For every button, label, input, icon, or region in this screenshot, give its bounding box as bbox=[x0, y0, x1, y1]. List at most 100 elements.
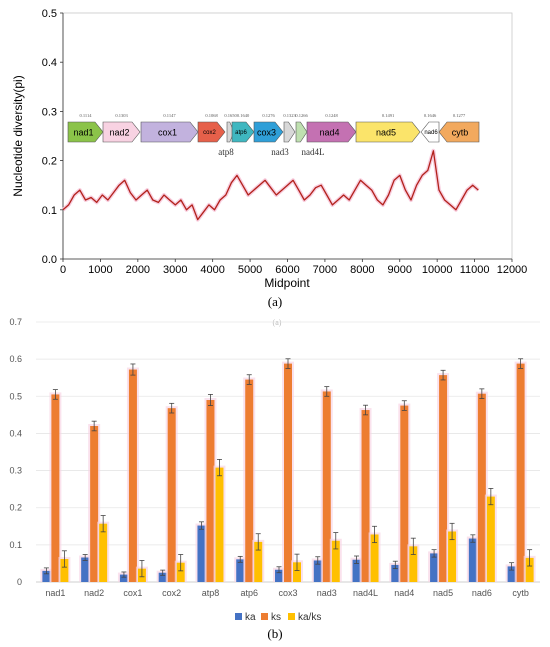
gene-pi-nad2: 0.1303 bbox=[115, 113, 128, 118]
y-tick-label-b: 0.3 bbox=[9, 466, 22, 476]
gene-pi-cytb: 0.1277 bbox=[453, 113, 466, 118]
gene-pi-nad1: 0.1114 bbox=[79, 113, 92, 118]
x-tick-label-b: nad5 bbox=[433, 588, 453, 598]
bar-ka-nad2 bbox=[81, 557, 90, 582]
x-tick-label-a: 2000 bbox=[126, 264, 150, 276]
bar-ks-atp6 bbox=[245, 379, 254, 582]
y-tick-label-a: 0.0 bbox=[42, 254, 57, 266]
bar-ks-nad4L bbox=[361, 410, 370, 582]
x-tick-label-b: cox2 bbox=[162, 588, 181, 598]
bar-ka/ks-nad4 bbox=[409, 546, 418, 582]
gene-label-nad3: nad3 bbox=[271, 147, 289, 157]
bar-ka/ks-cytb bbox=[525, 557, 534, 582]
x-tick-label-b: nad4 bbox=[394, 588, 414, 598]
diversity-line bbox=[62, 150, 479, 221]
gene-pi-nad3: 0.1323 bbox=[283, 113, 296, 118]
panel-label-b: (b) bbox=[267, 626, 282, 641]
gene-arrow-nad4L bbox=[295, 121, 308, 143]
gene-arrow-nad5 bbox=[355, 121, 421, 143]
bar-ks-cox2 bbox=[167, 408, 176, 582]
gene-arrow-cytb bbox=[438, 121, 480, 143]
gene-arrow-nad2 bbox=[102, 121, 141, 143]
bar-ka/ks-cox2 bbox=[176, 562, 185, 582]
bar-ks-cytb bbox=[516, 363, 525, 582]
gene-label-cox1: cox1 bbox=[158, 128, 177, 138]
x-tick-label-a: 6000 bbox=[275, 264, 299, 276]
legend-label-ka: ka bbox=[245, 612, 256, 623]
bar-ka-cox2 bbox=[158, 572, 167, 582]
bar-ks-nad3 bbox=[322, 391, 331, 582]
bar-ka/ks-atp6 bbox=[254, 541, 263, 582]
y-tick-label-b: 0.4 bbox=[9, 428, 22, 438]
y-tick-label-a: 0.3 bbox=[42, 106, 57, 118]
gene-pi-atp6: 0.1640 bbox=[237, 113, 250, 118]
legend-label-ks: ks bbox=[271, 612, 281, 623]
diversity-line-group bbox=[61, 148, 480, 222]
x-tick-label-a: 1000 bbox=[88, 264, 112, 276]
y-tick-label-b: 0.7 bbox=[9, 317, 22, 327]
gene-pi-nad5: 0.1491 bbox=[382, 113, 394, 118]
legend-label-ka/ks: ka/ks bbox=[298, 612, 321, 623]
gene-arrow-nad1 bbox=[67, 121, 104, 143]
x-tick-label-a: 12000 bbox=[497, 264, 528, 276]
x-tick-label-a: 5000 bbox=[238, 264, 262, 276]
y-ticks-b: 0 0.1 0.2 0.3 0.4 0.5 0.6 0.7 bbox=[9, 317, 22, 587]
gene-label-nad6: nad6 bbox=[424, 130, 438, 136]
bar-ka/ks-nad4L bbox=[370, 534, 379, 582]
gene-map: 0.1114 nad1 0.1303 nad2 0.1147 cox1 0.1068 cox2… bbox=[67, 113, 480, 157]
bar-ka/ks-nad2 bbox=[99, 523, 108, 582]
bar-ka-nad4 bbox=[391, 564, 400, 582]
gene-pi-cox1: 0.1147 bbox=[163, 113, 176, 118]
x-tick-label-a: 11000 bbox=[460, 264, 490, 276]
gene-label-cytb: cytb bbox=[452, 128, 469, 138]
legend-swatch-ka bbox=[235, 613, 242, 620]
gene-label-atp6: atp6 bbox=[235, 130, 247, 136]
bar-ka-cytb bbox=[507, 566, 516, 582]
bar-ks-cox3 bbox=[284, 363, 292, 582]
bar-ks-nad1 bbox=[51, 394, 60, 582]
gene-pi-cox3: 0.1276 bbox=[262, 113, 275, 118]
gene-arrow-cox1 bbox=[140, 121, 199, 143]
x-tick-label-b: nad2 bbox=[84, 588, 104, 598]
bar-ka/ks-nad5 bbox=[448, 531, 457, 582]
x-tick-label-a: 3000 bbox=[163, 264, 187, 276]
gene-label-cox3: cox3 bbox=[257, 128, 276, 138]
x-tick-label-a: 4000 bbox=[200, 264, 224, 276]
bar-ka-nad5 bbox=[430, 553, 439, 582]
gene-label-atp8: atp8 bbox=[218, 147, 234, 157]
x-tick-label-a: 10000 bbox=[422, 264, 453, 276]
bar-ka-cox3 bbox=[275, 569, 283, 582]
bar-ks-cox1 bbox=[128, 369, 137, 582]
x-tick-label-b: nad6 bbox=[472, 588, 492, 598]
gene-arrow-atp6 bbox=[231, 121, 255, 143]
x-tick-label-b: cox3 bbox=[278, 588, 297, 598]
x-tick-label-b: atp6 bbox=[240, 588, 258, 598]
x-tick-label-b: nad1 bbox=[45, 588, 65, 598]
gene-label-nad5: nad5 bbox=[376, 128, 396, 138]
gene-label-nad4L: nad4L bbox=[302, 147, 325, 157]
x-tick-label-b: atp8 bbox=[202, 588, 220, 598]
bar-ka/ks-atp8 bbox=[215, 467, 224, 582]
bar-ks-atp8 bbox=[206, 400, 215, 582]
x-tick-label-a: 7000 bbox=[313, 264, 337, 276]
x-tick-label-a: 9000 bbox=[388, 264, 412, 276]
y-tick-label-a: 0.4 bbox=[42, 57, 57, 69]
y-tick-label-a: 0.5 bbox=[42, 8, 57, 20]
bar-ka-nad4L bbox=[352, 559, 361, 582]
gene-label-nad2: nad2 bbox=[109, 128, 129, 138]
gene-arrow-cox3 bbox=[253, 121, 284, 143]
bar-ka-nad6 bbox=[468, 538, 477, 582]
gene-pi-cox2: 0.1068 bbox=[205, 113, 218, 118]
x-ticks-b: nad1 nad2 cox1 cox2 atp8 atp6 cox3 nad3 nad4L nad… bbox=[45, 588, 529, 598]
gene-label-cox2: cox2 bbox=[203, 130, 216, 136]
bar-ka-atp6 bbox=[236, 559, 245, 582]
gene-arrow-nad3 bbox=[283, 121, 296, 143]
gene-arrow-nad4 bbox=[306, 121, 357, 143]
bar-ka/ks-nad3 bbox=[331, 540, 340, 582]
bar-ka/ks-nad1 bbox=[60, 558, 69, 582]
bar-ks-nad6 bbox=[477, 393, 486, 582]
bar-ka-cox1 bbox=[119, 574, 128, 582]
bar-ks-nad2 bbox=[90, 426, 99, 582]
y-tick-label-b: 0.5 bbox=[9, 391, 22, 401]
gene-pi-atp8: 0.1650 bbox=[224, 113, 237, 118]
